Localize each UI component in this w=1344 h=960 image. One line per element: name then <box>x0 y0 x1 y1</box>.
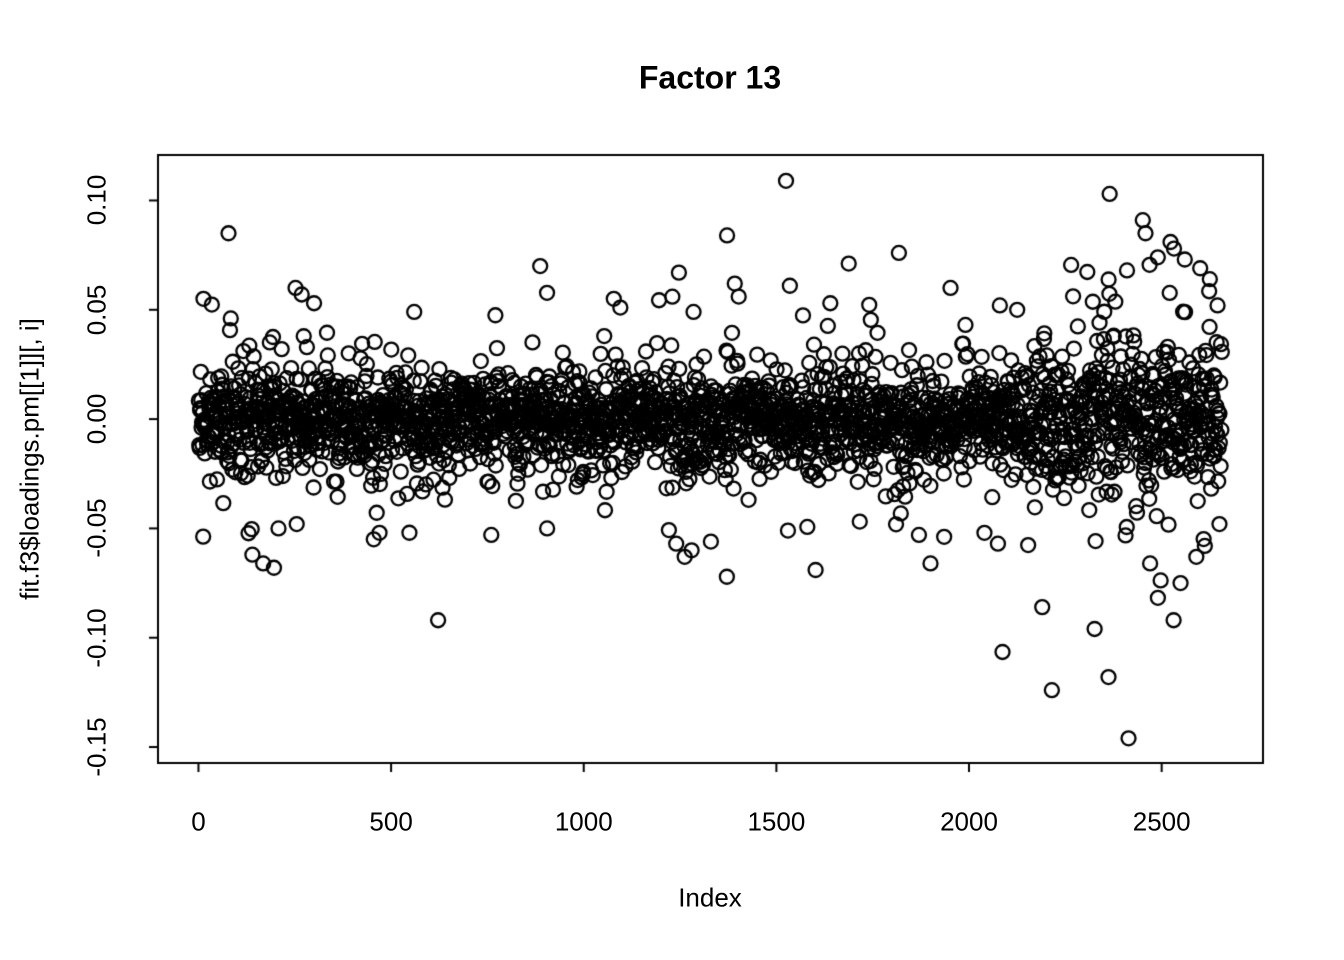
y-tick-label: 0.10 <box>81 175 112 226</box>
y-axis-label: fit.f3$loadings.pm[[1]][, i] <box>14 318 45 600</box>
chart-title: Factor 13 <box>638 59 782 96</box>
x-tick-label: 1000 <box>554 806 613 837</box>
y-tick-label: -0.05 <box>81 498 112 559</box>
x-tick-label: 2000 <box>940 806 998 837</box>
x-tick-label: 500 <box>369 806 413 837</box>
y-tick-label: 0.00 <box>81 393 112 445</box>
y-tick-label: -0.10 <box>81 608 112 668</box>
x-tick-label: 0 <box>191 806 206 837</box>
x-tick-label: 2500 <box>1132 806 1191 837</box>
x-tick-label: 1500 <box>747 806 806 837</box>
y-tick-label: 0.05 <box>81 284 112 336</box>
y-tick-label: -0.15 <box>81 717 112 777</box>
x-axis-label: Index <box>678 882 742 913</box>
